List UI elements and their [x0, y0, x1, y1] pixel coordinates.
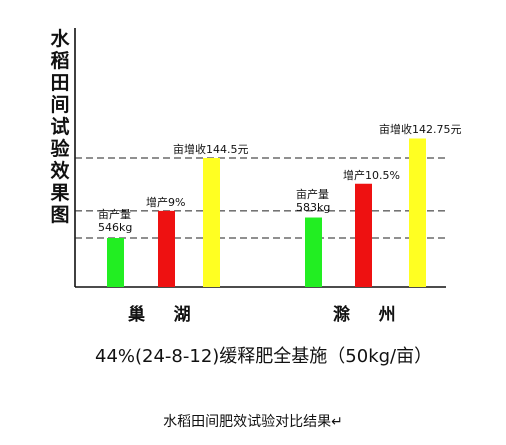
- chart-title-char: 间: [50, 94, 70, 116]
- bar-annotation-line: 增产9%: [146, 195, 186, 209]
- bar-annotation-line: 亩产量: [296, 187, 329, 201]
- region-label: 巢 湖: [128, 305, 192, 325]
- chart-title-char: 田: [50, 72, 70, 94]
- chart-title-char: 水: [50, 28, 70, 50]
- bar-annotation: 亩产量 546kg: [98, 208, 132, 234]
- bar: [158, 210, 175, 287]
- bar-annotation-line: 亩增收144.5元: [173, 143, 249, 156]
- bar-annotation-line: 亩产量: [98, 208, 131, 221]
- bar: [305, 217, 322, 287]
- figure-caption: 水稻田间肥效试验对比结果↵: [163, 414, 343, 430]
- chart-title-char: 效: [50, 160, 70, 182]
- bar-annotation: 亩产量 583kg: [296, 188, 330, 214]
- chart-title-char: 验: [50, 138, 70, 160]
- bar: [409, 138, 426, 287]
- bar: [107, 238, 124, 287]
- bar: [203, 158, 220, 287]
- bar-annotation-line: 增产10.5%: [343, 168, 400, 182]
- bar-annotation: 增产10.5%: [343, 169, 400, 182]
- chart-title-char: 稻: [50, 50, 70, 72]
- chart-title-char: 试: [50, 116, 70, 138]
- chart-title: 水稻田间试验效果图: [48, 28, 72, 226]
- bar-annotation-line: 亩增收142.75元: [379, 123, 462, 137]
- region-label: 滁 州: [333, 305, 397, 325]
- chart-title-char: 图: [50, 204, 70, 226]
- bar-annotation: 增产9%: [146, 196, 185, 209]
- chart-title-char: 果: [50, 182, 70, 204]
- chart-subtitle: 44%(24-8-12)缓释肥全基施（50kg/亩）: [95, 346, 433, 367]
- bar-annotation: 亩增收142.75元: [379, 123, 462, 136]
- bar-annotation-line: 546kg: [98, 221, 133, 234]
- bar-annotation-line: 583kg: [296, 200, 331, 214]
- bar: [355, 183, 372, 287]
- bar-annotation: 亩增收144.5元: [173, 143, 249, 156]
